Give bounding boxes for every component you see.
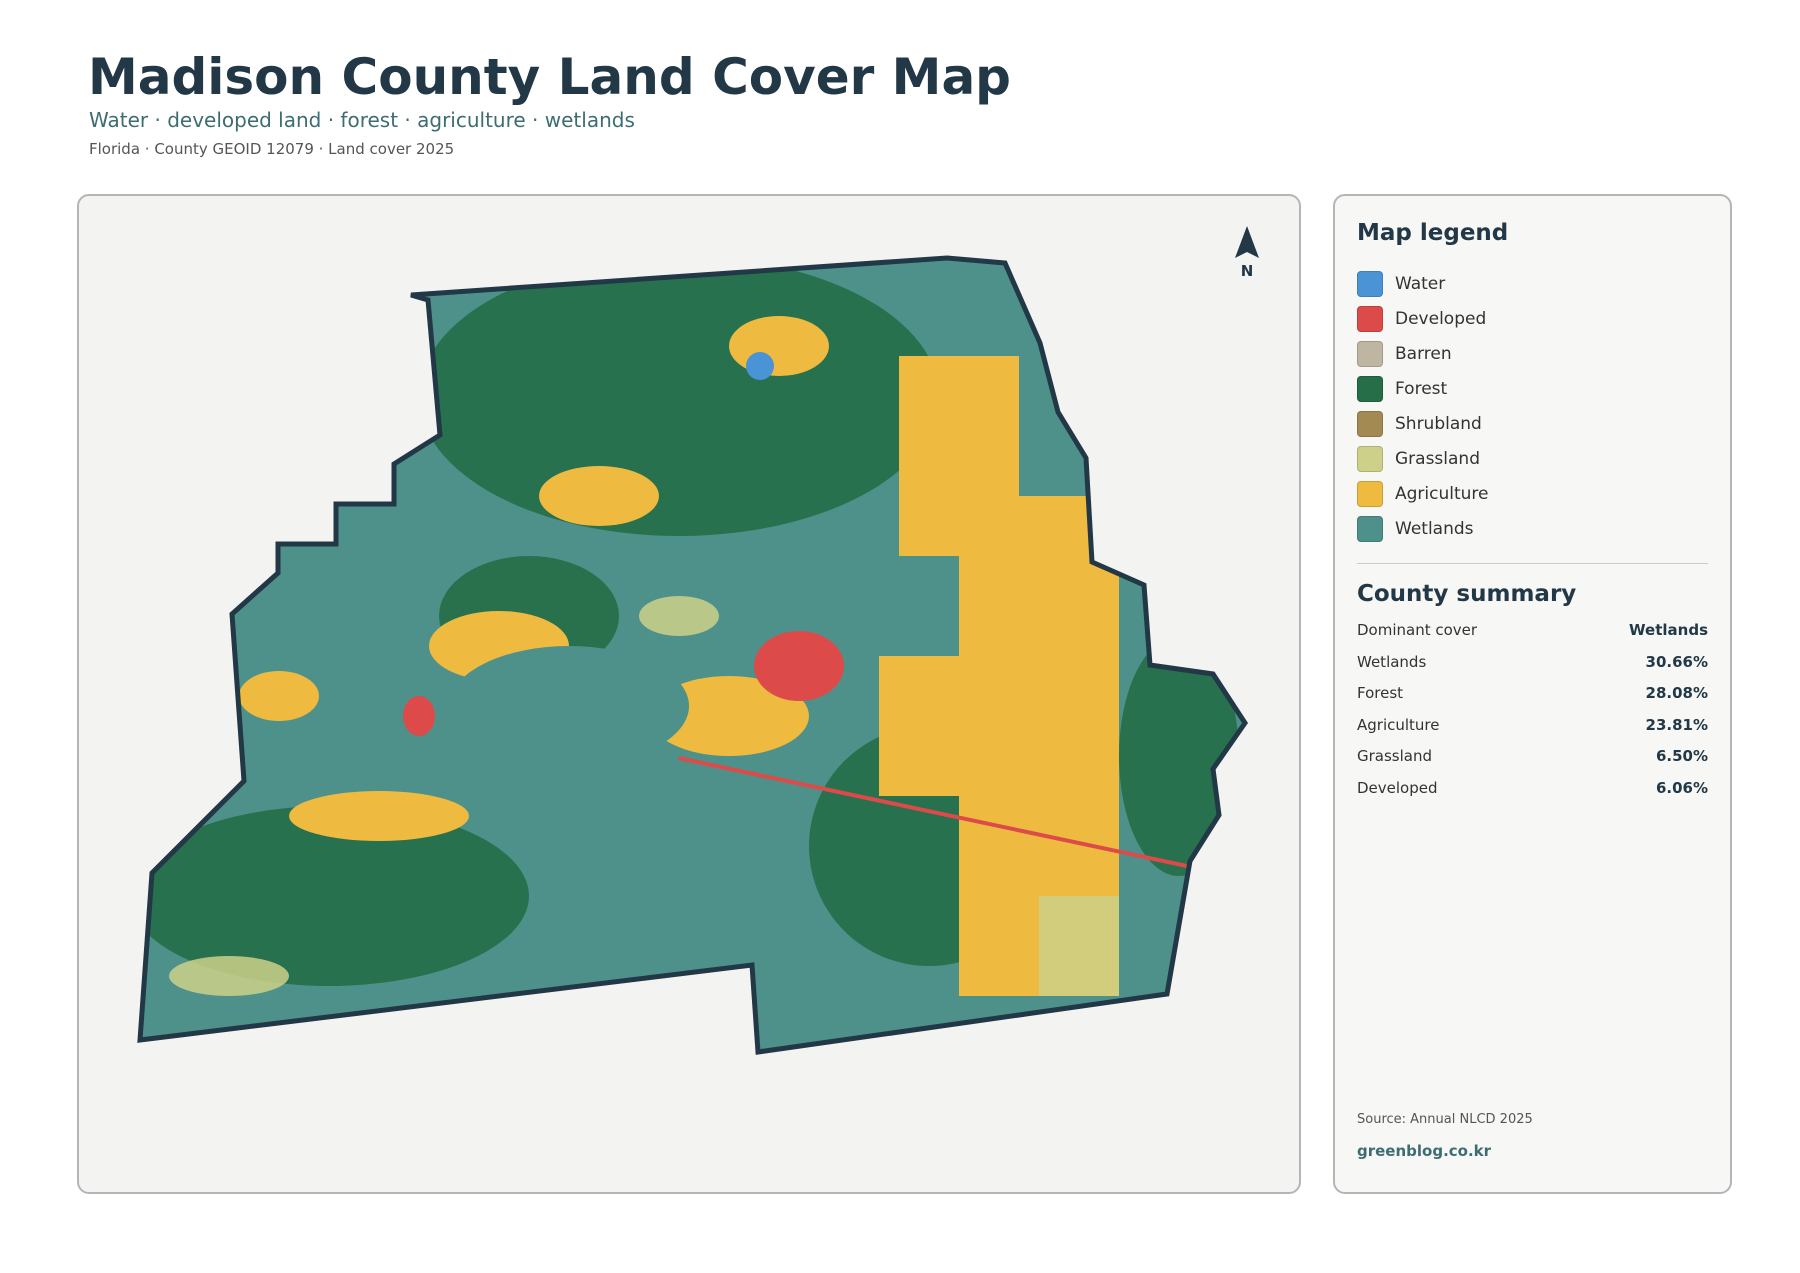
summary-row: Wetlands 30.66% <box>1357 653 1708 685</box>
legend-swatch <box>1357 410 1383 437</box>
summary-row: Agriculture 23.81% <box>1357 716 1708 748</box>
north-arrow <box>1235 226 1259 258</box>
north-label: N <box>1241 262 1254 280</box>
map-panel: N <box>77 194 1301 1194</box>
summary-label: Developed <box>1357 778 1438 797</box>
legend-swatch <box>1357 270 1383 297</box>
legend-item: Developed <box>1357 301 1489 336</box>
summary-value: 23.81% <box>1645 715 1708 734</box>
legend-swatch <box>1357 305 1383 332</box>
legend-item: Wetlands <box>1357 511 1489 546</box>
subtitle: Water · developed land · forest · agricu… <box>89 108 635 132</box>
legend-label: Barren <box>1395 343 1452 364</box>
credit[interactable]: greenblog.co.kr <box>1357 1142 1492 1160</box>
land-cover <box>140 258 1245 1052</box>
meta: Florida · County GEOID 12079 · Land cove… <box>89 140 455 158</box>
summary: Dominant cover Wetlands Wetlands 30.66% Fore… <box>1357 621 1708 810</box>
legend-swatch <box>1357 375 1383 402</box>
summary-row: Developed 6.06% <box>1357 779 1708 811</box>
summary-value: 6.06% <box>1655 778 1708 797</box>
legend-swatch <box>1357 445 1383 472</box>
county-outline <box>137 255 1249 1055</box>
legend-label: Shrubland <box>1395 413 1482 434</box>
summary-label: Wetlands <box>1357 652 1427 671</box>
legend-item: Shrubland <box>1357 406 1489 441</box>
legend-item: Grassland <box>1357 441 1489 476</box>
legend-label: Agriculture <box>1395 483 1489 504</box>
summary-value: 6.50% <box>1655 747 1708 765</box>
legend-label: Wetlands <box>1395 518 1474 539</box>
summary-value: Wetlands <box>1629 621 1708 639</box>
legend-item: Agriculture <box>1357 476 1489 511</box>
summary-value: 28.08% <box>1645 684 1708 702</box>
legend-item: Barren <box>1357 336 1489 371</box>
legend-label: Water <box>1395 273 1446 294</box>
summary-row: Dominant cover Wetlands <box>1357 621 1708 653</box>
divider <box>1357 563 1708 564</box>
summary-label: Agriculture <box>1357 715 1440 734</box>
legend-swatch <box>1357 515 1383 542</box>
source: Source: Annual NLCD 2025 <box>1357 1112 1533 1127</box>
summary-value: 30.66% <box>1645 652 1708 671</box>
summary-label: Dominant cover <box>1357 621 1478 639</box>
title: Madison County Land Cover Map <box>88 48 1011 106</box>
legend-label: Forest <box>1395 378 1448 399</box>
summary-label: Forest <box>1357 684 1404 702</box>
summary-title: County summary <box>1357 581 1577 607</box>
legend-item: Forest <box>1357 371 1489 406</box>
legend-label: Grassland <box>1395 448 1480 469</box>
legend-swatch <box>1357 480 1383 507</box>
legend-swatch <box>1357 340 1383 367</box>
map: N <box>137 226 1259 1055</box>
side-panel: Map legend Water Developed Barren Forest Shr… <box>1333 194 1732 1194</box>
legend-item: Water <box>1357 266 1489 301</box>
summary-row: Grassland 6.50% <box>1357 747 1708 779</box>
legend-title: Map legend <box>1357 220 1509 246</box>
summary-label: Grassland <box>1357 747 1432 765</box>
legend: Water Developed Barren Forest Shrubland Grass… <box>1357 266 1489 546</box>
legend-label: Developed <box>1395 308 1487 329</box>
summary-row: Forest 28.08% <box>1357 684 1708 716</box>
